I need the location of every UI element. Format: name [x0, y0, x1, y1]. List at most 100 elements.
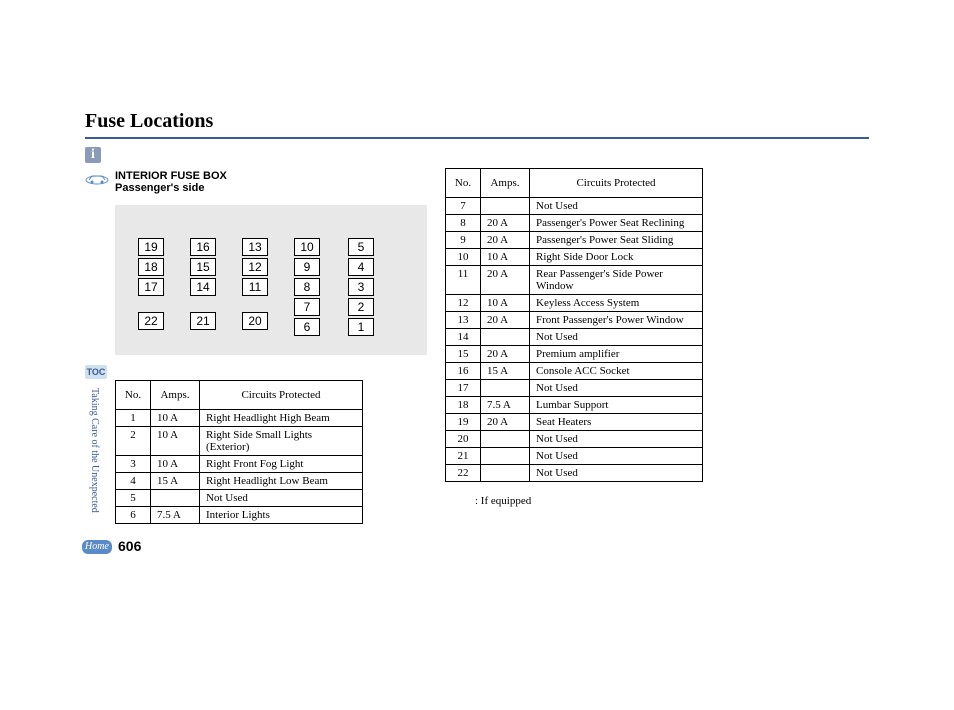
section-subtitle: INTERIOR FUSE BOX Passenger's side [115, 170, 227, 194]
fuse-slot: 20 [242, 312, 268, 330]
cell-amps: 20 A [481, 266, 530, 295]
car-icon [85, 172, 109, 190]
fuse-slot: 3 [348, 278, 374, 296]
fuse-slot: 13 [242, 238, 268, 256]
toc-tab[interactable]: TOC [85, 365, 107, 379]
table-header-row: No. Amps. Circuits Protected [446, 169, 703, 198]
cell-amps: 20 A [481, 215, 530, 232]
col-amps: Amps. [151, 381, 200, 410]
cell-no: 4 [116, 473, 151, 490]
cell-amps: 10 A [151, 456, 200, 473]
fuse-slot: 5 [348, 238, 374, 256]
cell-no: 19 [446, 414, 481, 431]
subtitle-line2: Passenger's side [115, 182, 227, 194]
subtitle-line1: INTERIOR FUSE BOX [115, 170, 227, 182]
cell-no: 5 [116, 490, 151, 507]
cell-no: 12 [446, 295, 481, 312]
table-row: 17 Not Used [446, 380, 703, 397]
fuse-slot: 4 [348, 258, 374, 276]
cell-no: 15 [446, 346, 481, 363]
cell-circuit: Console ACC Socket [530, 363, 703, 380]
cell-circuit: Front Passenger's Power Window [530, 312, 703, 329]
page-content: Fuse Locations [85, 110, 869, 157]
fuse-table-2-table: No. Amps. Circuits Protected 7Not Used82… [445, 168, 703, 482]
home-tab[interactable]: Home [82, 540, 112, 554]
fuse-slot: 7 [294, 298, 320, 316]
col-circ: Circuits Protected [200, 381, 363, 410]
fuse-slot: 2 [348, 298, 374, 316]
cell-circuit: Not Used [530, 431, 703, 448]
cell-amps [481, 198, 530, 215]
cell-amps: 20 A [481, 414, 530, 431]
cell-circuit: Not Used [530, 448, 703, 465]
cell-amps: 20 A [481, 312, 530, 329]
cell-amps [481, 329, 530, 346]
table-row: 5 Not Used [116, 490, 363, 507]
cell-amps [481, 431, 530, 448]
fuse-slot: 15 [190, 258, 216, 276]
cell-circuit: Seat Heaters [530, 414, 703, 431]
fuse-slot: 14 [190, 278, 216, 296]
cell-amps: 20 A [481, 232, 530, 249]
cell-circuit: Not Used [200, 490, 363, 507]
fuse-table-2: No. Amps. Circuits Protected 7Not Used82… [445, 168, 703, 482]
cell-circuit: Right Headlight High Beam [200, 410, 363, 427]
fuse-diagram: 19181722161514211312112010987654321 [115, 205, 427, 355]
cell-amps: 10 A [151, 410, 200, 427]
table-row: 210 ARight Side Small Lights (Exterior) [116, 427, 363, 456]
fuse-slot: 22 [138, 312, 164, 330]
table-row: 110 ARight Headlight High Beam [116, 410, 363, 427]
cell-no: 11 [446, 266, 481, 295]
cell-circuit: Lumbar Support [530, 397, 703, 414]
col-no: No. [116, 381, 151, 410]
cell-circuit: Not Used [530, 380, 703, 397]
table-row: 20 Not Used [446, 431, 703, 448]
cell-circuit: Passenger's Power Seat Reclining [530, 215, 703, 232]
cell-circuit: Right Side Door Lock [530, 249, 703, 266]
cell-no: 2 [116, 427, 151, 456]
cell-no: 6 [116, 507, 151, 524]
cell-amps: 15 A [151, 473, 200, 490]
cell-amps [151, 490, 200, 507]
cell-no: 21 [446, 448, 481, 465]
table-row: 21 Not Used [446, 448, 703, 465]
cell-amps [481, 448, 530, 465]
table-row: 1320 AFront Passenger's Power Window [446, 312, 703, 329]
table-row: 187.5 ALumbar Support [446, 397, 703, 414]
fuse-slot: 18 [138, 258, 164, 276]
table-row: 1010 ARight Side Door Lock [446, 249, 703, 266]
cell-circuit: Right Front Fog Light [200, 456, 363, 473]
fuse-slot: 8 [294, 278, 320, 296]
fuse-slot: 10 [294, 238, 320, 256]
page-title: Fuse Locations [85, 110, 869, 133]
table-row: 415 ARight Headlight Low Beam [116, 473, 363, 490]
fuse-slot: 12 [242, 258, 268, 276]
info-icon[interactable]: i [85, 147, 101, 163]
cell-no: 7 [446, 198, 481, 215]
table-row: 1120 ARear Passenger's Side Power Window [446, 266, 703, 295]
fuse-slot: 11 [242, 278, 268, 296]
cell-no: 3 [116, 456, 151, 473]
page-number: 606 [118, 538, 141, 554]
table-row: 67.5 AInterior Lights [116, 507, 363, 524]
cell-no: 22 [446, 465, 481, 482]
fuse-slot: 19 [138, 238, 164, 256]
cell-no: 1 [116, 410, 151, 427]
cell-circuit: Right Headlight Low Beam [200, 473, 363, 490]
cell-circuit: Not Used [530, 329, 703, 346]
table-row: 310 ARight Front Fog Light [116, 456, 363, 473]
col-no: No. [446, 169, 481, 198]
cell-no: 17 [446, 380, 481, 397]
table-row: 820 APassenger's Power Seat Reclining [446, 215, 703, 232]
cell-circuit: Right Side Small Lights (Exterior) [200, 427, 363, 456]
table-row: 1520 APremium amplifier [446, 346, 703, 363]
cell-circuit: Keyless Access System [530, 295, 703, 312]
cell-no: 10 [446, 249, 481, 266]
fuse-table-1-table: No. Amps. Circuits Protected 110 ARight … [115, 380, 363, 524]
cell-amps: 10 A [481, 295, 530, 312]
cell-circuit: Not Used [530, 198, 703, 215]
fuse-slot: 6 [294, 318, 320, 336]
table-row: 14 Not Used [446, 329, 703, 346]
cell-no: 14 [446, 329, 481, 346]
cell-no: 20 [446, 431, 481, 448]
